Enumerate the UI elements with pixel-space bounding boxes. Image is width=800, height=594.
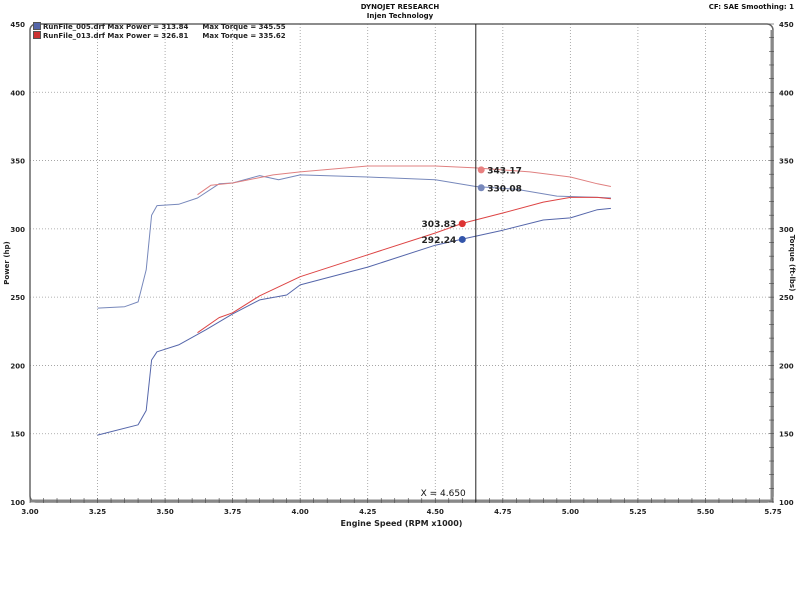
legend-entry: RunFile_005.drf Max Power = 313.84 Max To… (33, 22, 286, 31)
legend-swatch-red (33, 31, 41, 39)
marker-label: 303.83 (422, 220, 457, 230)
legend-power: Max Power = 326.81 (107, 32, 189, 40)
marker-label: 343.17 (487, 166, 522, 176)
y-axis-label: Power (hp) (3, 241, 11, 284)
x-tick-label: 3.25 (89, 508, 106, 516)
x-tick-label: 5.75 (764, 508, 781, 516)
y-tick-label: 400 (10, 89, 25, 97)
data-marker (477, 184, 485, 192)
y2-tick-label: 400 (779, 89, 794, 97)
marker-label: 330.08 (487, 184, 522, 194)
x-tick-label: 4.25 (359, 508, 376, 516)
y-tick-label: 100 (10, 499, 25, 507)
y2-tick-label: 100 (779, 499, 794, 507)
legend-torque: Max Torque = 335.62 (202, 32, 286, 40)
x-tick-label: 5.50 (697, 508, 714, 516)
chart-title: DYNOJET RESEARCH (360, 3, 440, 11)
legend-power: Max Power = 313.84 (107, 23, 189, 31)
x-tick-label: 3.00 (21, 508, 38, 516)
legend-swatch-blue (33, 22, 41, 30)
legend-file: RunFile_005.drf (43, 23, 105, 31)
series-line-2 (97, 207, 611, 436)
legend-torque: Max Torque = 345.55 (202, 23, 286, 31)
y-tick-label: 350 (10, 158, 25, 166)
cursor-label: X = 4.650 (421, 489, 466, 499)
x-tick-label: 3.75 (224, 508, 241, 516)
data-marker (458, 220, 466, 228)
x-tick-label: 5.25 (629, 508, 646, 516)
y-tick-label: 450 (10, 21, 25, 29)
x-tick-label: 4.00 (292, 508, 309, 516)
y2-axis-label: Torque (ft-lbs) (788, 235, 796, 292)
y2-tick-label: 300 (779, 226, 794, 234)
x-axis-label: Engine Speed (RPM x1000) (341, 519, 463, 528)
y-tick-label: 250 (10, 294, 25, 302)
legend-entry: RunFile_013.drf Max Power = 326.81 Max To… (33, 31, 286, 40)
series-line-0 (97, 174, 611, 309)
data-marker (477, 166, 485, 174)
data-marker (458, 235, 466, 243)
y2-tick-label: 250 (779, 294, 794, 302)
y2-tick-label: 150 (779, 431, 794, 439)
correction-settings: CF: SAE Smoothing: 1 (708, 3, 794, 11)
y-tick-label: 150 (10, 431, 25, 439)
x-tick-label: 4.50 (427, 508, 444, 516)
y-tick-label: 200 (10, 362, 25, 370)
x-tick-label: 4.75 (494, 508, 511, 516)
y2-tick-label: 200 (779, 362, 794, 370)
y2-tick-label: 350 (779, 158, 794, 166)
x-tick-label: 3.50 (156, 508, 173, 516)
x-tick-label: 5.00 (562, 508, 579, 516)
series-line-3 (197, 196, 611, 334)
chart-subtitle: Injen Technology (366, 12, 434, 20)
marker-label: 292.24 (422, 236, 457, 246)
plot-frame (29, 23, 774, 503)
legend-file: RunFile_013.drf (43, 32, 105, 40)
y-tick-label: 300 (10, 226, 25, 234)
y2-tick-label: 450 (779, 21, 794, 29)
series-line-1 (197, 165, 611, 196)
